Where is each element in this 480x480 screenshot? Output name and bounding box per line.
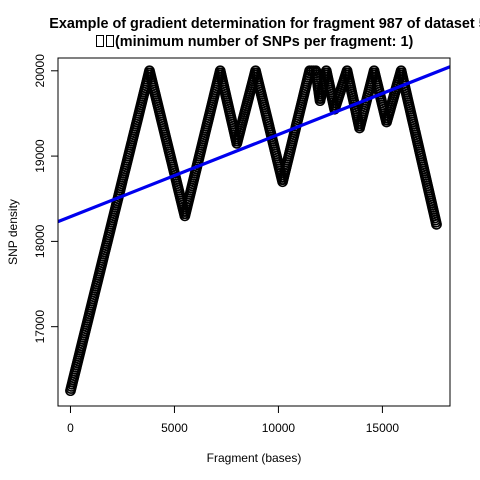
y-tick-label: 17000 — [33, 310, 47, 344]
data-points-series — [65, 65, 442, 397]
x-tick-label: 0 — [67, 421, 74, 435]
x-tick-label: 10000 — [262, 421, 296, 435]
subtitle-missing-glyphs — [96, 35, 114, 47]
regression-line — [58, 65, 450, 224]
y-axis: 17000 18000 19000 20000 — [33, 54, 59, 344]
data-point — [431, 218, 442, 230]
y-axis-label: SNP density — [6, 199, 20, 265]
y-tick-label: 20000 — [33, 54, 47, 88]
plot-area — [58, 65, 450, 397]
y-tick-label: 19000 — [33, 139, 47, 173]
chart-subtitle: (minimum number of SNPs per fragment: 1) — [115, 34, 413, 50]
x-axis: 0 5000 10000 15000 — [67, 405, 400, 435]
x-tick-label: 5000 — [161, 421, 188, 435]
y-tick-label: 18000 — [33, 224, 47, 258]
x-axis-label: Fragment (bases) — [207, 451, 302, 465]
chart-title: Example of gradient determination for fr… — [49, 16, 480, 32]
x-tick-label: 15000 — [366, 421, 400, 435]
